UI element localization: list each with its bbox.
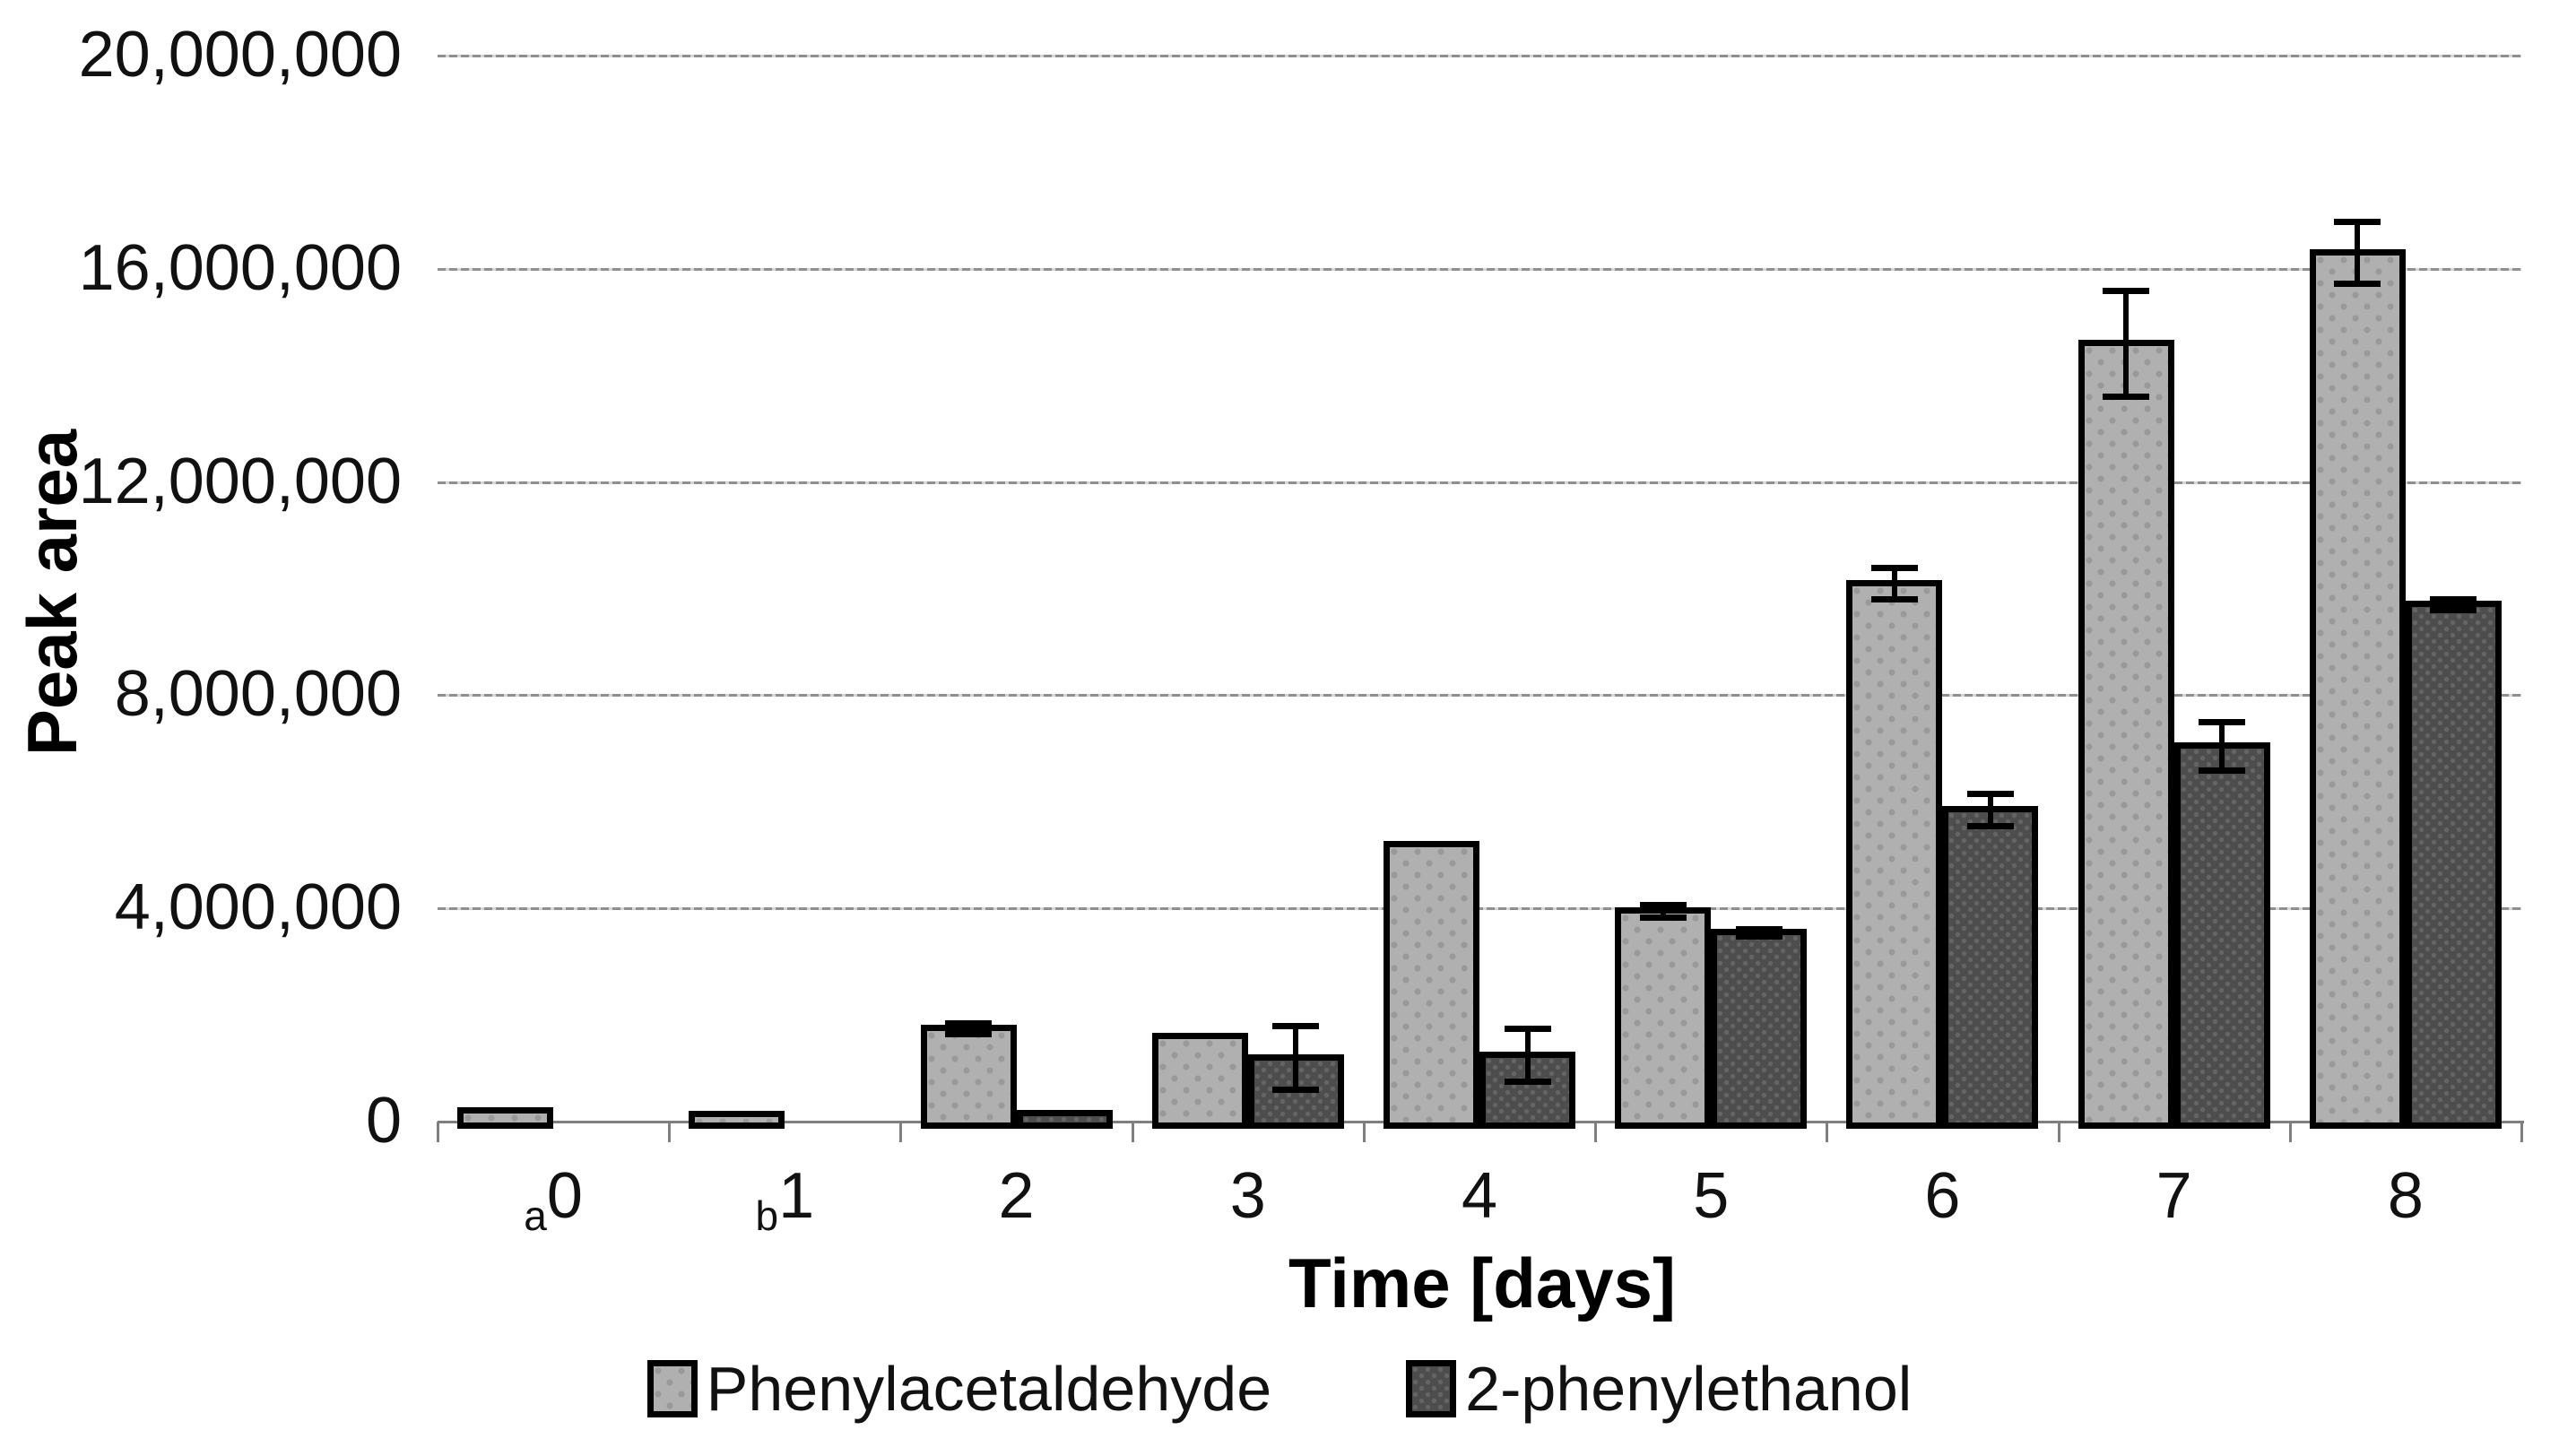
error-bar-cap-bottom [1870, 596, 1918, 603]
y-tick-label: 4,000,000 [114, 871, 402, 944]
error-bar-cap-bottom [2103, 394, 2150, 401]
bar-phenylacetaldehyde-day-1 [689, 1111, 785, 1129]
error-bar-cap-top [1504, 1025, 1551, 1032]
legend-swatch-light [646, 1360, 698, 1417]
error-bar-cap-top [1639, 902, 1687, 909]
x-axis-tick [668, 1122, 672, 1142]
bar-2-phenylethanol-day-8 [2405, 601, 2502, 1129]
error-bar-line [1524, 1027, 1531, 1082]
gridline [438, 481, 2521, 484]
legend-swatch-dark [1406, 1360, 1457, 1417]
error-bar-cap-top [1870, 564, 1918, 571]
x-tick-label: 8 [2387, 1160, 2424, 1232]
error-bar-line [966, 1023, 972, 1034]
error-bar-cap-top [2334, 219, 2381, 226]
legend-item: 2-phenylethanol [1406, 1356, 1912, 1422]
gridline [438, 694, 2521, 698]
x-axis-tick [1594, 1122, 1598, 1142]
error-bar-line [2123, 290, 2130, 397]
x-axis-title: Time [days] [1288, 1244, 1677, 1322]
x-tick-label: 3 [1229, 1160, 1266, 1232]
gridline [438, 907, 2521, 911]
x-axis-tick [899, 1122, 903, 1142]
x-axis-tick [2057, 1122, 2060, 1142]
x-axis-tick [1362, 1122, 1366, 1142]
x-axis-tick [437, 1122, 439, 1142]
bar-2-phenylethanol-day-6 [1942, 806, 2039, 1129]
x-axis-tick [2520, 1122, 2523, 1142]
gridline [438, 55, 2521, 57]
bar-phenylacetaldehyde-day-3 [1151, 1032, 1248, 1129]
bar-2-phenylethanol-day-7 [2173, 741, 2270, 1129]
x-axis-tick [2288, 1122, 2292, 1142]
error-bar-cap-top [2103, 287, 2150, 294]
error-bar-line [2355, 221, 2361, 284]
error-bar-cap-bottom [945, 1030, 993, 1037]
error-bar-line [2451, 599, 2457, 611]
error-bar-cap-bottom [2334, 281, 2381, 288]
error-bar-cap-bottom [2199, 767, 2246, 774]
gridline [438, 267, 2521, 271]
x-tick-label: b1 [668, 1162, 901, 1239]
x-tick-label: 5 [1693, 1160, 1730, 1232]
bar-phenylacetaldehyde-day-4 [1384, 840, 1479, 1129]
legend-item: Phenylacetaldehyde [646, 1354, 1272, 1424]
legend-label: Phenylacetaldehyde [706, 1354, 1272, 1424]
error-bar-cap-bottom [2430, 607, 2477, 614]
bar-phenylacetaldehyde-day-6 [1846, 579, 1943, 1129]
bar-2-phenylethanol-day-2 [1016, 1110, 1113, 1129]
y-tick-label: 16,000,000 [78, 231, 402, 304]
bar-phenylacetaldehyde-day-8 [2309, 248, 2406, 1129]
x-axis-tick [1131, 1122, 1134, 1142]
error-bar-cap-bottom [1966, 823, 2014, 830]
error-bar-cap-top [1735, 926, 1783, 933]
x-tick-label: 7 [2156, 1160, 2192, 1232]
bar-phenylacetaldehyde-day-7 [2078, 340, 2174, 1129]
bar-phenylacetaldehyde-day-0 [457, 1107, 554, 1129]
error-bar-cap-top [2430, 596, 2477, 603]
x-tick-label: 6 [1924, 1160, 1961, 1232]
y-tick-label: 0 [365, 1085, 402, 1157]
error-bar-cap-top [945, 1020, 993, 1027]
y-tick-label: 12,000,000 [78, 445, 402, 517]
x-tick-subscript: b [755, 1192, 779, 1239]
legend: Phenylacetaldehyde 2-phenylethanol [0, 1356, 2559, 1422]
error-bar-line [1660, 905, 1666, 918]
x-axis-tick [1826, 1122, 1829, 1142]
error-bar-line [1987, 793, 1993, 827]
error-bar-cap-top [1272, 1022, 1320, 1029]
error-bar-cap-bottom [1504, 1079, 1551, 1086]
error-bar-cap-bottom [1735, 932, 1783, 940]
error-bar-line [1891, 567, 1897, 600]
x-tick-subscript: a [524, 1192, 547, 1239]
error-bar-cap-top [2199, 719, 2246, 726]
error-bar-line [2219, 722, 2225, 770]
bar-2-phenylethanol-day-4 [1479, 1051, 1575, 1129]
x-tick-label: 2 [998, 1160, 1035, 1232]
legend-label: 2-phenylethanol [1465, 1354, 1913, 1424]
error-bar-cap-bottom [1639, 914, 1687, 922]
bar-phenylacetaldehyde-day-5 [1615, 907, 1712, 1129]
error-bar-cap-top [1966, 791, 2014, 798]
bar-phenylacetaldehyde-day-2 [920, 1024, 1017, 1129]
error-bar-line [1293, 1025, 1299, 1090]
x-tick-label: a0 [437, 1162, 670, 1239]
y-tick-label: 8,000,000 [114, 658, 402, 731]
bar-2-phenylethanol-day-5 [1711, 928, 1808, 1129]
y-tick-label: 20,000,000 [78, 19, 402, 91]
error-bar-cap-bottom [1272, 1087, 1320, 1094]
x-tick-label: 4 [1461, 1160, 1498, 1232]
